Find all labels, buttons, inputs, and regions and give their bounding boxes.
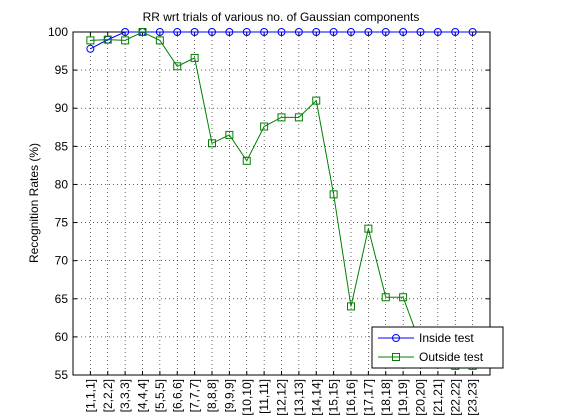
data-point — [294, 113, 303, 122]
data-point — [121, 36, 130, 45]
data-point — [242, 156, 251, 165]
data-point — [364, 224, 373, 233]
x-tick-label: [12,12] — [275, 379, 289, 416]
x-tick-label: [1,1,1] — [83, 379, 97, 412]
data-point — [416, 28, 425, 36]
data-point — [329, 190, 338, 199]
x-tick-label: [22,22] — [448, 379, 462, 416]
data-point — [138, 28, 147, 36]
legend-label: Inside test — [419, 331, 474, 345]
data-point — [225, 28, 234, 36]
y-tick-label: 65 — [55, 292, 69, 306]
legend-box — [371, 326, 504, 369]
x-tick-label: [13,13] — [292, 379, 306, 416]
data-point — [190, 28, 199, 36]
legend-marker — [392, 334, 400, 342]
y-tick-label: 85 — [55, 139, 69, 153]
data-point — [451, 28, 460, 36]
data-point — [399, 293, 408, 302]
series-line — [90, 31, 473, 50]
data-point — [190, 53, 199, 62]
data-point — [399, 28, 408, 36]
x-tick-label: [11,11] — [257, 379, 271, 414]
x-tick-label: [6,6,6] — [170, 379, 184, 412]
legend-label: Outside test — [419, 350, 484, 364]
data-point — [433, 28, 442, 36]
data-point — [86, 36, 95, 45]
data-point — [381, 28, 390, 36]
x-tick-label: [2,2,2] — [101, 379, 115, 412]
y-tick-label: 80 — [55, 177, 69, 191]
y-tick-label: 55 — [55, 368, 69, 382]
y-tick-label: 70 — [55, 254, 69, 268]
data-point — [312, 28, 321, 36]
x-tick-label: [8,8,8] — [205, 379, 219, 412]
x-tick-label: [7,7,7] — [188, 379, 202, 412]
data-point — [121, 28, 130, 36]
chart-title: RR wrt trials of various no. of Gaussian… — [143, 10, 420, 24]
data-point — [260, 28, 269, 36]
data-point — [347, 28, 355, 36]
x-tick-label: [15,15] — [327, 379, 341, 416]
data-point — [225, 130, 234, 139]
x-tick-label: [14,14] — [309, 379, 323, 416]
data-point — [208, 139, 216, 148]
data-point — [364, 28, 373, 36]
data-point — [277, 113, 286, 122]
x-tick-label: [3,3,3] — [118, 379, 132, 412]
data-point — [242, 28, 251, 36]
data-point — [155, 36, 164, 45]
y-tick-label: 90 — [55, 101, 69, 115]
data-point — [208, 28, 216, 36]
y-axis-label: Recognition Rates (%) — [27, 143, 41, 263]
y-tick-label: 100 — [48, 25, 68, 39]
data-point — [155, 28, 164, 36]
data-point — [277, 28, 286, 36]
y-tick-label: 60 — [55, 330, 69, 344]
data-point — [260, 122, 269, 131]
data-point — [86, 44, 95, 53]
data-point — [329, 28, 338, 36]
series-line — [90, 31, 473, 367]
x-tick-label: [16,16] — [344, 379, 358, 416]
y-tick-label: 95 — [55, 63, 69, 77]
x-tick-label: [17,17] — [361, 379, 375, 416]
x-tick-label: [10,10] — [240, 379, 254, 416]
data-point — [347, 302, 355, 311]
data-point — [173, 28, 182, 36]
plot-area — [73, 32, 490, 375]
data-point — [381, 293, 390, 302]
x-tick-label: [4,4,4] — [136, 379, 150, 412]
data-point — [173, 62, 182, 71]
x-tick-label: [23,23] — [466, 379, 480, 416]
data-point — [312, 96, 321, 105]
data-point — [103, 35, 112, 44]
x-tick-label: [9,9,9] — [222, 379, 236, 412]
data-point — [468, 28, 477, 36]
legend-marker — [392, 353, 400, 361]
data-point — [294, 28, 303, 36]
y-tick-label: 75 — [55, 216, 69, 230]
x-tick-label: [21,21] — [431, 379, 445, 416]
x-tick-label: [20,20] — [414, 379, 428, 416]
x-tick-label: [18,18] — [379, 379, 393, 416]
x-tick-label: [19,19] — [396, 379, 410, 416]
x-tick-label: [5,5,5] — [153, 379, 167, 412]
